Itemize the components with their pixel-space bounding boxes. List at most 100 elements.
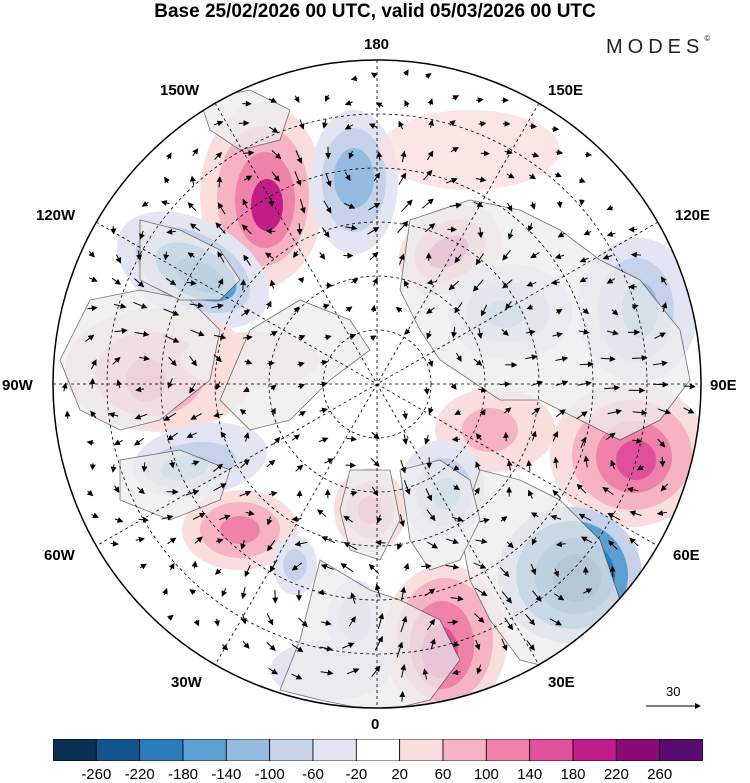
wind-vector: [268, 198, 275, 208]
wind-vector: [266, 300, 272, 310]
wind-vector: [271, 171, 280, 182]
wind-vector: [346, 668, 360, 675]
wind-vector: [476, 327, 483, 340]
wind-vector: [268, 97, 278, 103]
wind-vector: [526, 304, 534, 310]
wind-vector: [350, 278, 359, 285]
wind-vector: [450, 383, 457, 390]
wind-vector: [139, 355, 150, 362]
wind-vector: [165, 277, 177, 286]
wind-vector: [472, 279, 484, 292]
wind-vector: [189, 355, 197, 367]
wind-vector: [531, 537, 538, 546]
wind-vector: [473, 487, 480, 496]
wind-vector: [555, 409, 566, 418]
wind-vector: [164, 176, 170, 184]
wind-vector: [576, 411, 588, 420]
wind-vector: [531, 380, 544, 387]
wind-vector: [270, 407, 276, 416]
wind-vector: [114, 439, 124, 446]
wind-vector: [271, 150, 282, 160]
wind-vector: [164, 335, 180, 343]
wind-vector: [661, 301, 668, 313]
wind-vector: [376, 151, 383, 161]
wind-vector: [606, 277, 616, 284]
wind-vector: [340, 563, 354, 573]
wind-vector: [476, 97, 484, 104]
wind-vector: [529, 201, 536, 210]
lon-label-120w: 120W: [36, 207, 76, 224]
wind-vector: [454, 302, 463, 314]
wind-vector: [683, 407, 695, 414]
wind-vector: [214, 568, 222, 575]
wind-vector: [474, 587, 488, 597]
wind-vector: [324, 94, 331, 103]
wind-vector: [189, 223, 201, 232]
wind-vector: [167, 432, 178, 441]
wind-vector: [268, 126, 279, 133]
colorbar-swatch: [442, 738, 487, 762]
colorbar-tick-label: 100: [473, 766, 499, 783]
wind-vector: [61, 382, 68, 392]
colorbar-swatch: [529, 738, 574, 762]
lon-label-180: 180: [364, 36, 390, 53]
wind-vector: [221, 644, 229, 651]
wind-vector: [370, 457, 380, 467]
lon-label-0: 0: [371, 716, 380, 733]
wind-vector: [629, 537, 639, 547]
wind-vector: [583, 588, 593, 594]
wind-vector: [454, 409, 462, 415]
wind-vector: [502, 249, 511, 261]
wind-vector: [141, 200, 149, 207]
colorbar-swatch: [615, 738, 661, 762]
wind-vector: [474, 613, 485, 623]
wind-vector: [425, 488, 433, 502]
wind-vector: [576, 483, 587, 494]
wind-vector: [525, 329, 536, 336]
wind-vector: [632, 409, 648, 416]
wind-vector: [606, 231, 616, 237]
land-layer: [59, 89, 691, 708]
wind-vector: [113, 303, 127, 309]
wind-vector: [583, 455, 590, 468]
wind-vector: [213, 411, 223, 418]
graticule: [53, 60, 701, 708]
wind-vector: [556, 200, 563, 209]
wind-vector: [294, 171, 302, 187]
wind-vector: [343, 202, 356, 209]
wind-vector: [421, 563, 432, 570]
wind-vector: [554, 253, 565, 260]
wind-vector: [240, 539, 247, 550]
colorbar-swatch: [225, 738, 271, 762]
wind-vector: [318, 437, 329, 443]
wind-vector: [138, 516, 149, 523]
wind-vector: [213, 483, 227, 491]
colorbar-swatch: [399, 738, 444, 762]
wind-vector: [243, 149, 255, 156]
wind-vector: [317, 589, 326, 596]
wind-vector: [555, 308, 563, 315]
wind-vector: [371, 665, 381, 677]
wind-vector: [139, 230, 145, 240]
wind-vector: [90, 410, 97, 419]
wind-vector: [583, 229, 592, 236]
wind-vector: [134, 437, 144, 446]
wind-vector: [659, 456, 666, 468]
lon-label-90e: 90E: [710, 377, 737, 394]
wind-vector: [86, 439, 94, 446]
wind-vector: [192, 148, 199, 157]
colorbar-tick-label: 60: [434, 766, 452, 783]
wind-vector: [396, 641, 404, 658]
wind-vector: [371, 431, 380, 440]
wind-vector: [530, 252, 540, 259]
lon-label-30w: 30W: [171, 674, 202, 691]
wind-vector: [266, 459, 276, 468]
wind-vector: [524, 613, 536, 626]
wind-vector: [579, 276, 588, 283]
wind-vector: [578, 513, 592, 521]
wind-vector: [428, 119, 434, 128]
wind-vector: [134, 278, 145, 288]
wind-vector: [189, 589, 196, 596]
wind-vector: [368, 123, 378, 129]
wind-vector: [506, 460, 513, 471]
